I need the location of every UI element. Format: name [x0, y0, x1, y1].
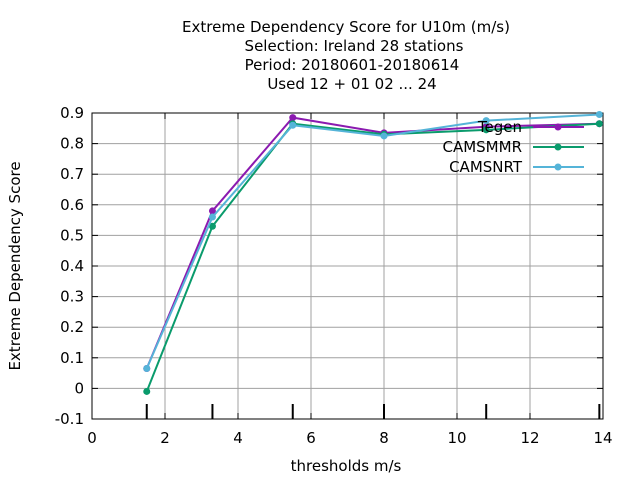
y-tick-label: 0.3	[60, 288, 84, 306]
series-line-tegen	[145, 116, 600, 369]
x-tick-label: 2	[160, 429, 170, 447]
data-point-camsmmr	[208, 222, 216, 230]
legend-marker-camsnrt	[554, 163, 562, 171]
data-point-camsnrt	[289, 121, 297, 129]
y-tick-label: -0.1	[55, 410, 84, 428]
y-tick-label: 0.8	[60, 135, 84, 153]
data-point-camsnrt	[595, 111, 603, 119]
x-axis-label: thresholds m/s	[291, 457, 402, 475]
data-point-camsnrt	[208, 213, 216, 221]
legend-marker-tegen	[554, 123, 562, 131]
title-line-4: Used 12 + 01 02 ... 24	[267, 75, 436, 93]
chart-title: Extreme Dependency Score for U10m (m/s) …	[182, 18, 510, 93]
data-point-camsmmr	[482, 126, 490, 134]
legend-marker-camsmmr	[554, 143, 562, 151]
y-axis-label: Extreme Dependency Score	[6, 161, 24, 370]
legend-label-camsmmr: CAMSMMR	[442, 138, 522, 156]
x-tick-label: 8	[379, 429, 389, 447]
data-point-camsnrt	[380, 132, 388, 140]
y-tick-label: 0.5	[60, 226, 84, 244]
title-line-3: Period: 20180601-20180614	[245, 56, 460, 74]
x-tick-label: 6	[306, 429, 316, 447]
data-point-camsnrt	[482, 117, 490, 125]
y-tick-label: 0	[74, 379, 84, 397]
x-tick-label: 12	[520, 429, 539, 447]
series-line-camsnrt	[145, 113, 600, 369]
y-tick-label: 0.7	[60, 165, 84, 183]
series-group	[143, 111, 603, 395]
y-tick-label: 0.6	[60, 196, 84, 214]
x-tick-label: 10	[447, 429, 466, 447]
series-line-camsmmr	[145, 122, 600, 392]
title-line-1: Extreme Dependency Score for U10m (m/s)	[182, 18, 510, 36]
threshold-markers	[145, 404, 601, 419]
plot-border	[91, 112, 604, 420]
legend-label-camsnrt: CAMSNRT	[449, 158, 523, 176]
x-tick-label: 4	[233, 429, 243, 447]
title-line-2: Selection: Ireland 28 stations	[245, 37, 464, 55]
data-point-camsnrt	[143, 365, 151, 373]
data-point-camsmmr	[595, 120, 603, 128]
data-point-camsmmr	[143, 387, 151, 395]
y-tick-label: 0.1	[60, 349, 84, 367]
y-tick-label: 0.4	[60, 257, 84, 275]
axis-ticks: -0.100.10.20.30.40.50.60.70.80.90 2 4 6 8 10 1…	[55, 104, 613, 447]
y-tick-label: 0.9	[60, 104, 84, 122]
legend-label-tegen: Tegen	[477, 118, 522, 136]
grid	[91, 112, 604, 420]
x-tick-label: 0	[87, 429, 97, 447]
legend: Tegen CAMSMMR CAMSNRT	[442, 118, 584, 176]
x-tick-label: 14	[593, 429, 612, 447]
data-point-tegen	[208, 207, 216, 215]
y-tick-label: 0.2	[60, 318, 84, 336]
data-point-tegen	[289, 114, 297, 122]
